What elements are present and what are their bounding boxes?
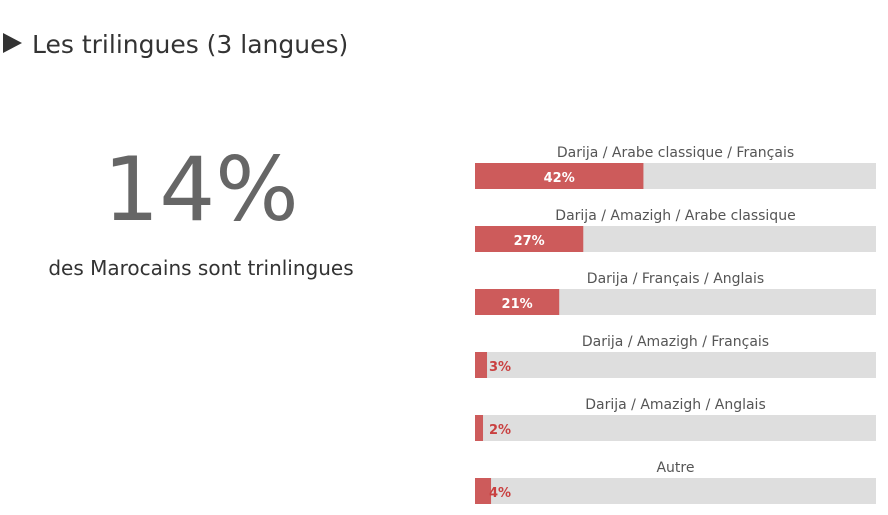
category-label: Darija / Arabe classique / Français (557, 145, 794, 161)
bar (475, 415, 484, 441)
value-label: 27% (514, 234, 545, 249)
value-label: 4% (489, 486, 511, 501)
category-label: Darija / Amazigh / Anglais (585, 397, 766, 413)
stat-value: 14% (103, 138, 299, 241)
heading-marker (3, 33, 22, 53)
stat-caption: des Marocains sont trinlingues (48, 256, 353, 280)
heading: Les trilingues (3 langues) (32, 30, 348, 59)
bar (475, 226, 584, 252)
bar (475, 289, 560, 315)
category-label: Autre (656, 460, 694, 476)
category-label: Darija / Amazigh / Arabe classique (555, 208, 795, 224)
bar-track (475, 352, 876, 378)
category-label: Darija / Amazigh / Français (582, 334, 769, 350)
bar (475, 352, 488, 378)
value-label: 2% (489, 423, 511, 438)
bar (475, 163, 644, 189)
category-label: Darija / Français / Anglais (587, 271, 764, 287)
bar-track (475, 478, 876, 504)
bar (475, 478, 492, 504)
value-label: 3% (489, 360, 511, 375)
value-label: 42% (544, 171, 575, 186)
value-label: 21% (502, 297, 533, 312)
bar-track (475, 415, 876, 441)
